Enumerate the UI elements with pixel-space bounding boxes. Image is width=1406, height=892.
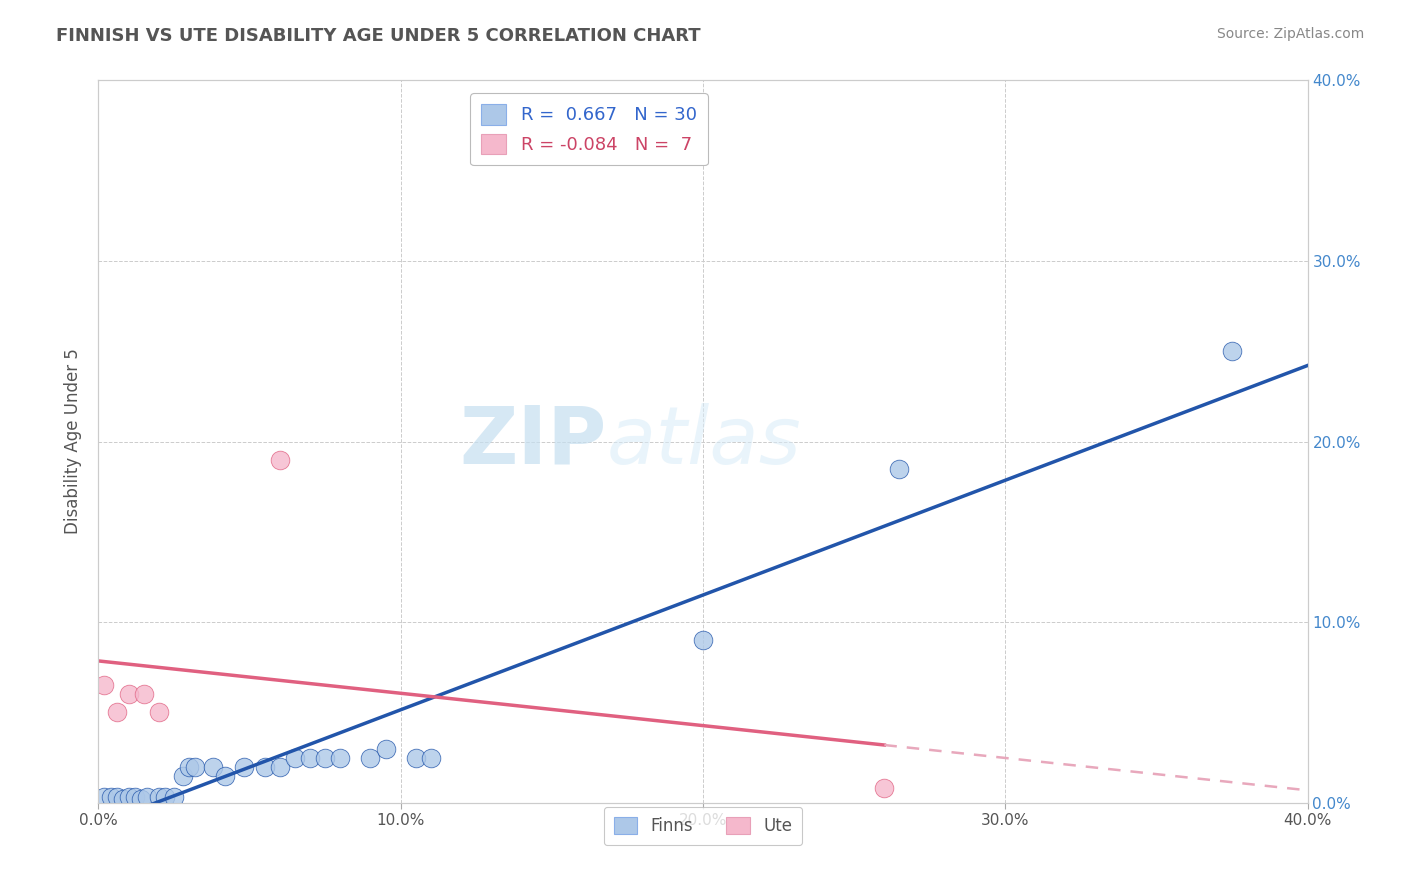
Point xyxy=(93,678,115,692)
Legend: Finns, Ute: Finns, Ute xyxy=(603,807,803,845)
Point xyxy=(214,769,236,783)
Point xyxy=(232,760,254,774)
Point xyxy=(135,790,157,805)
Point xyxy=(692,633,714,648)
Point xyxy=(1220,344,1243,359)
Point xyxy=(111,792,134,806)
Point xyxy=(163,790,186,805)
Point xyxy=(299,750,322,764)
Point xyxy=(329,750,352,764)
Point xyxy=(153,790,176,805)
Text: ZIP: ZIP xyxy=(458,402,606,481)
Point xyxy=(172,769,194,783)
Text: FINNISH VS UTE DISABILITY AGE UNDER 5 CORRELATION CHART: FINNISH VS UTE DISABILITY AGE UNDER 5 CO… xyxy=(56,27,700,45)
Point xyxy=(129,792,152,806)
Point xyxy=(93,790,115,805)
Point xyxy=(184,760,207,774)
Point xyxy=(269,452,291,467)
Point xyxy=(132,687,155,701)
Point xyxy=(148,790,170,805)
Point xyxy=(314,750,336,764)
Point xyxy=(374,741,396,756)
Point xyxy=(100,790,122,805)
Point xyxy=(253,760,276,774)
Point xyxy=(105,706,128,720)
Point xyxy=(148,706,170,720)
Point xyxy=(405,750,427,764)
Y-axis label: Disability Age Under 5: Disability Age Under 5 xyxy=(65,349,83,534)
Point xyxy=(269,760,291,774)
Point xyxy=(420,750,443,764)
Point xyxy=(118,687,141,701)
Point xyxy=(124,790,146,805)
Point xyxy=(179,760,201,774)
Point xyxy=(873,781,896,796)
Text: atlas: atlas xyxy=(606,402,801,481)
Point xyxy=(889,461,911,475)
Point xyxy=(360,750,382,764)
Point xyxy=(105,790,128,805)
Point xyxy=(118,790,141,805)
Point xyxy=(202,760,225,774)
Point xyxy=(284,750,307,764)
Text: Source: ZipAtlas.com: Source: ZipAtlas.com xyxy=(1216,27,1364,41)
